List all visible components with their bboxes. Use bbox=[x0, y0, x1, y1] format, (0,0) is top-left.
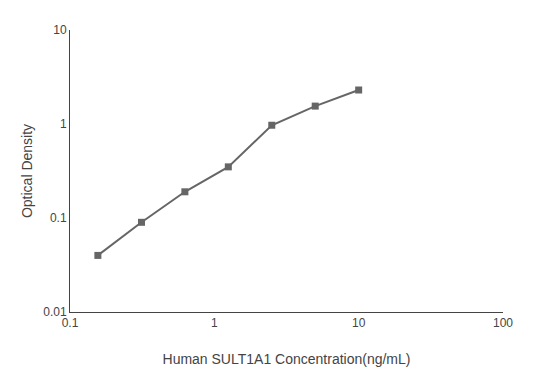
svg-text:Optical Density: Optical Density bbox=[19, 124, 35, 218]
svg-text:0.01: 0.01 bbox=[43, 305, 67, 319]
svg-text:1: 1 bbox=[60, 117, 67, 131]
svg-text:100: 100 bbox=[493, 316, 513, 330]
svg-text:10: 10 bbox=[352, 316, 366, 330]
svg-text:0.1: 0.1 bbox=[50, 211, 67, 225]
svg-text:10: 10 bbox=[53, 23, 67, 37]
svg-text:Human SULT1A1 Concentration(ng: Human SULT1A1 Concentration(ng/mL) bbox=[163, 351, 411, 367]
svg-text:1: 1 bbox=[211, 316, 218, 330]
svg-text:0.1: 0.1 bbox=[62, 316, 79, 330]
